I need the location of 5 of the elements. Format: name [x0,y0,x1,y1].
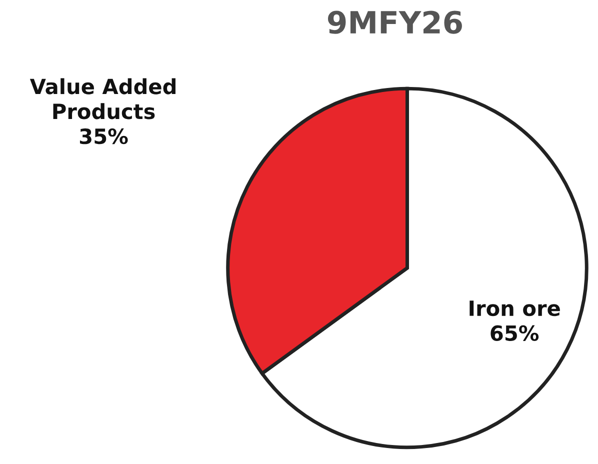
chart-title: 9MFY26 [328,10,462,34]
data-label: 35% [80,128,128,144]
data-label: 65% [490,325,539,342]
slice-label: Iron ore [470,300,560,316]
slice-label: Value Added Products [30,78,176,120]
